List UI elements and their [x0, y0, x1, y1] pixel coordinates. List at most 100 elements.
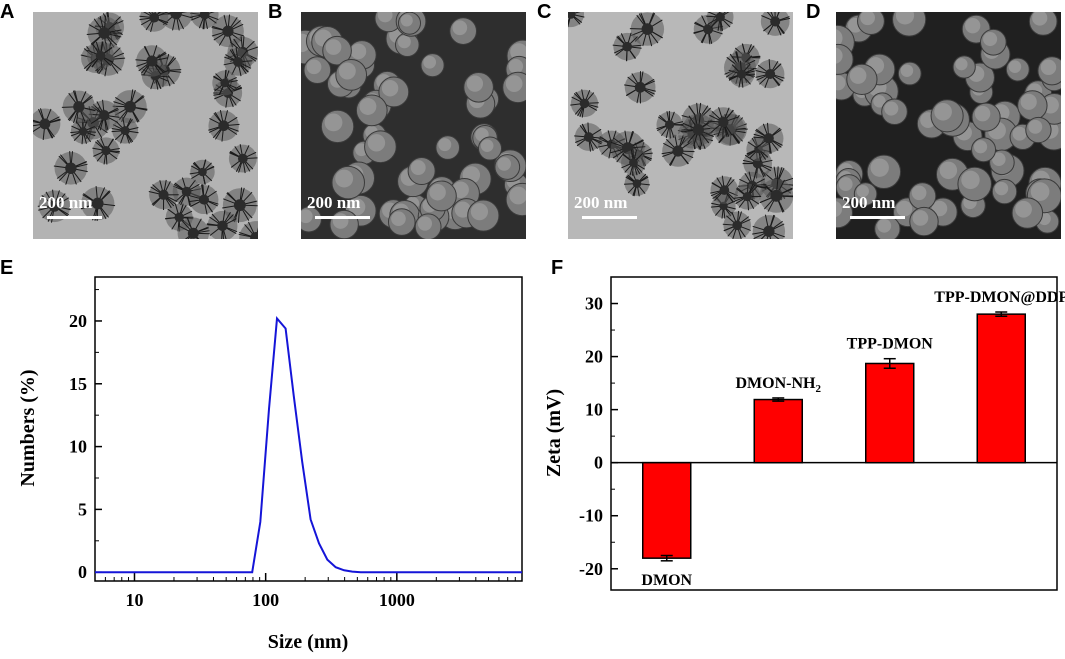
- particle: [33, 108, 61, 141]
- bar-group: DMON: [641, 461, 693, 589]
- particle: [570, 89, 599, 118]
- y-tick-label-e: 15: [69, 374, 87, 394]
- particle: [467, 199, 500, 232]
- particle: [621, 149, 646, 176]
- panel-letter-b: B: [268, 1, 283, 23]
- particle: [836, 197, 853, 229]
- particle: [301, 206, 322, 233]
- particle: [92, 137, 120, 165]
- particle: [836, 43, 854, 75]
- particle: [722, 210, 751, 239]
- particle: [733, 182, 762, 211]
- particle: [135, 45, 169, 77]
- particle: [37, 189, 71, 223]
- panel-letter-f: F: [551, 257, 564, 279]
- particle: [420, 53, 445, 78]
- y-tick-label-e: 5: [78, 499, 87, 519]
- particle: [111, 117, 139, 144]
- y-tick-label-e: 20: [69, 311, 87, 331]
- particle: [494, 154, 521, 180]
- y-tick-label-f: 30: [585, 294, 603, 314]
- particle: [1005, 57, 1030, 82]
- bar-label: DMON: [641, 572, 692, 589]
- particle: [957, 166, 992, 202]
- sem-image-dmon: 200 nm: [301, 12, 526, 239]
- panel-letter-d: D: [806, 1, 821, 23]
- particle: [656, 110, 684, 139]
- particle: [710, 175, 739, 204]
- plot-frame-f: [610, 276, 1058, 591]
- particle: [407, 156, 436, 186]
- particle: [335, 58, 368, 91]
- particle: [211, 14, 245, 48]
- particle: [909, 206, 939, 237]
- bar-label: TPP-DMON: [847, 336, 934, 353]
- size-distribution-line: [95, 316, 522, 574]
- particle: [478, 136, 503, 161]
- scale-bar-c: [582, 216, 637, 219]
- x-tick-label-e: 10: [125, 590, 143, 610]
- particle: [148, 179, 179, 210]
- particle: [228, 144, 258, 174]
- particle: [53, 151, 88, 185]
- zeta-potential-chart: -20 -10 0 10 20 30 DMON DMON-NH2 TPP-DMON TPP-DM…: [543, 276, 1065, 591]
- particle: [908, 182, 937, 211]
- tem-image-tpp-dmon: 200 nm: [568, 12, 793, 239]
- scale-bar-a: [47, 216, 102, 219]
- particle: [728, 60, 756, 88]
- particle: [378, 76, 410, 108]
- particle: [435, 135, 461, 160]
- particle: [322, 35, 352, 66]
- particle: [1011, 197, 1044, 229]
- bar-group: DMON-NH2: [736, 375, 821, 464]
- particle: [1037, 56, 1061, 86]
- particle: [238, 221, 258, 239]
- scale-bar-b: [315, 216, 370, 219]
- particle: [70, 118, 96, 145]
- particle: [574, 122, 604, 152]
- particle: [892, 12, 927, 37]
- particle: [930, 99, 964, 133]
- particle: [755, 59, 785, 89]
- tem-image-dmon-picture: [33, 12, 258, 239]
- particle: [449, 17, 478, 45]
- particle: [190, 12, 219, 30]
- particle: [1028, 12, 1058, 36]
- y-tick-label-e: 0: [78, 562, 87, 582]
- bar: [642, 461, 692, 559]
- bar: [753, 398, 803, 464]
- particle: [881, 98, 908, 126]
- particle: [112, 89, 148, 124]
- particle: [188, 184, 219, 215]
- particle: [61, 90, 96, 124]
- tem-image-dmon: 200 nm: [33, 12, 258, 239]
- particle: [139, 12, 169, 33]
- y-tick-label-f: -10: [579, 506, 603, 526]
- particle: [425, 180, 457, 212]
- scale-label-c: 200 nm: [574, 193, 628, 212]
- particle: [223, 47, 253, 77]
- particle: [208, 110, 240, 142]
- bar: [976, 313, 1026, 464]
- x-tick-label-e: 100: [252, 590, 279, 610]
- y-tick-label-f: 20: [585, 347, 603, 367]
- x-axis-label-e: Size (nm): [268, 631, 349, 653]
- bar-label: TPP-DMON@DDP: [934, 289, 1065, 306]
- particle: [629, 12, 665, 47]
- particle: [414, 213, 442, 239]
- panel-letter-a: A: [0, 1, 15, 23]
- bar: [865, 362, 915, 464]
- particle: [505, 182, 526, 217]
- bar-group: TPP-DMON: [847, 336, 934, 464]
- y-axis-label-f: Zeta (mV): [543, 389, 565, 477]
- particle: [989, 149, 1015, 176]
- particle: [303, 56, 332, 85]
- particle: [610, 130, 646, 166]
- x-tick-label-e: 1000: [379, 590, 415, 610]
- particle: [624, 71, 656, 104]
- y-axis-label-e: Numbers (%): [17, 369, 39, 486]
- particle: [752, 214, 786, 239]
- particle: [971, 137, 997, 163]
- particle: [759, 178, 793, 213]
- particle: [212, 69, 238, 96]
